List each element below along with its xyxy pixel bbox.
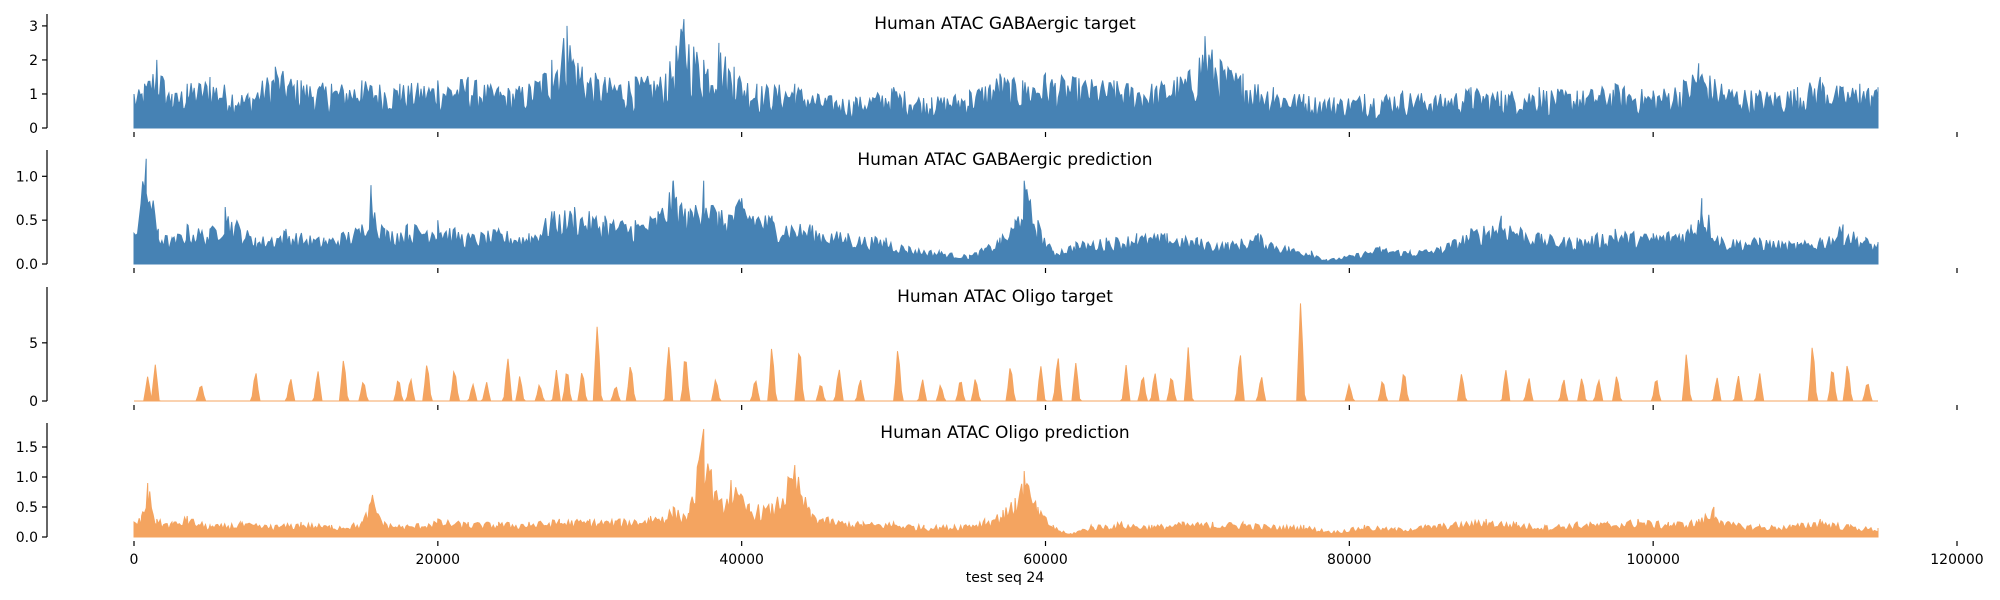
x-tick-label: 40000 xyxy=(719,552,764,568)
y-tick-label: 0.5 xyxy=(16,500,38,516)
y-tick-label: 0.0 xyxy=(16,530,38,546)
subplot-1: 0 1 2 3 Human ATAC GABAergic target xyxy=(29,14,1958,137)
y-tick-label: 0.0 xyxy=(16,257,38,273)
x-tick-label: 80000 xyxy=(1327,552,1372,568)
series-area xyxy=(133,428,1879,538)
y-tick-label: 0.5 xyxy=(16,213,38,229)
series-area xyxy=(134,303,1878,402)
subplot-3: 0 5 Human ATAC Oligo target xyxy=(29,287,1958,410)
y-tick-label: 1.5 xyxy=(16,440,38,456)
y-tick-label: 0 xyxy=(29,394,38,410)
y-tick-label: 5 xyxy=(29,336,38,352)
y-tick-label: 2 xyxy=(29,53,38,69)
x-tick-label: 0 xyxy=(130,552,139,568)
y-tick-label: 0 xyxy=(29,121,38,137)
x-tick-label: 120000 xyxy=(1930,552,1983,568)
x-axis: 0 20000 40000 60000 80000 100000 120000 xyxy=(130,552,1984,568)
subplot-title: Human ATAC Oligo prediction xyxy=(880,423,1129,443)
subplots: 0 1 2 3 Human ATAC GABAergic target 0.0 0.5 1.0… xyxy=(16,14,1958,546)
series-area xyxy=(133,158,1879,265)
subplot-title: Human ATAC Oligo target xyxy=(897,287,1113,307)
y-tick-label: 1.0 xyxy=(16,169,38,185)
x-axis-label: test seq 24 xyxy=(966,570,1044,586)
subplot-title: Human ATAC GABAergic prediction xyxy=(857,150,1152,170)
subplot-4: 0.0 0.5 1.0 1.5 Human ATAC Oligo prediction xyxy=(16,423,1958,546)
x-tick-label: 60000 xyxy=(1023,552,1068,568)
y-tick-label: 1.0 xyxy=(16,470,38,486)
subplot-title: Human ATAC GABAergic target xyxy=(874,14,1136,34)
y-tick-label: 3 xyxy=(29,19,38,35)
y-tick-label: 1 xyxy=(29,87,38,103)
x-tick-label: 100000 xyxy=(1626,552,1679,568)
series-area xyxy=(133,19,1879,129)
x-tick-label: 20000 xyxy=(416,552,461,568)
subplot-2: 0.0 0.5 1.0 Human ATAC GABAergic prediction xyxy=(16,150,1958,273)
